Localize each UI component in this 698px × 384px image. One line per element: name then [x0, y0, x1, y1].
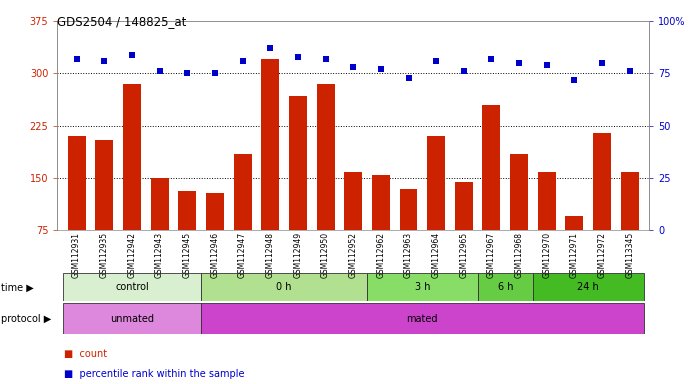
Point — [514, 60, 525, 66]
Point — [376, 66, 387, 72]
Point — [265, 45, 276, 51]
Bar — [367, 273, 477, 301]
Bar — [201, 273, 367, 301]
Point — [71, 56, 82, 62]
Bar — [63, 303, 201, 334]
Bar — [533, 273, 644, 301]
Point — [237, 58, 248, 64]
Bar — [399, 189, 417, 230]
Text: ■  count: ■ count — [64, 349, 107, 359]
Point — [209, 70, 221, 76]
Bar — [455, 182, 473, 230]
Point — [569, 77, 580, 83]
Text: unmated: unmated — [110, 314, 154, 324]
Bar — [206, 194, 224, 230]
Text: ■  percentile rank within the sample: ■ percentile rank within the sample — [64, 369, 245, 379]
Bar — [565, 217, 584, 230]
Point — [126, 51, 138, 58]
Point — [181, 70, 193, 76]
Bar — [538, 172, 556, 230]
Bar — [477, 273, 533, 301]
Text: 6 h: 6 h — [498, 282, 513, 293]
Point — [154, 68, 165, 74]
Bar — [261, 60, 279, 230]
Bar — [123, 84, 141, 230]
Text: 24 h: 24 h — [577, 282, 599, 293]
Text: time ▶: time ▶ — [1, 282, 34, 293]
Point — [624, 68, 635, 74]
Bar — [95, 140, 113, 230]
Text: 0 h: 0 h — [276, 282, 292, 293]
Bar — [316, 84, 334, 230]
Point — [459, 68, 470, 74]
Bar — [289, 96, 307, 230]
Bar — [621, 172, 639, 230]
Text: 3 h: 3 h — [415, 282, 430, 293]
Bar — [178, 190, 196, 230]
Bar — [344, 172, 362, 230]
Point — [292, 54, 304, 60]
Point — [431, 58, 442, 64]
Text: mated: mated — [407, 314, 438, 324]
Point — [597, 60, 608, 66]
Point — [486, 56, 497, 62]
Point — [541, 62, 552, 68]
Bar — [427, 136, 445, 230]
Bar — [593, 133, 611, 230]
Bar — [151, 178, 168, 230]
Bar — [482, 105, 500, 230]
Bar — [510, 154, 528, 230]
Text: GDS2504 / 148825_at: GDS2504 / 148825_at — [57, 15, 186, 28]
Bar — [201, 303, 644, 334]
Text: protocol ▶: protocol ▶ — [1, 314, 52, 324]
Text: control: control — [115, 282, 149, 293]
Point — [403, 74, 414, 81]
Point — [320, 56, 331, 62]
Bar — [372, 175, 390, 230]
Point — [98, 58, 110, 64]
Bar — [63, 273, 201, 301]
Bar — [234, 154, 251, 230]
Bar — [68, 136, 86, 230]
Point — [348, 64, 359, 70]
